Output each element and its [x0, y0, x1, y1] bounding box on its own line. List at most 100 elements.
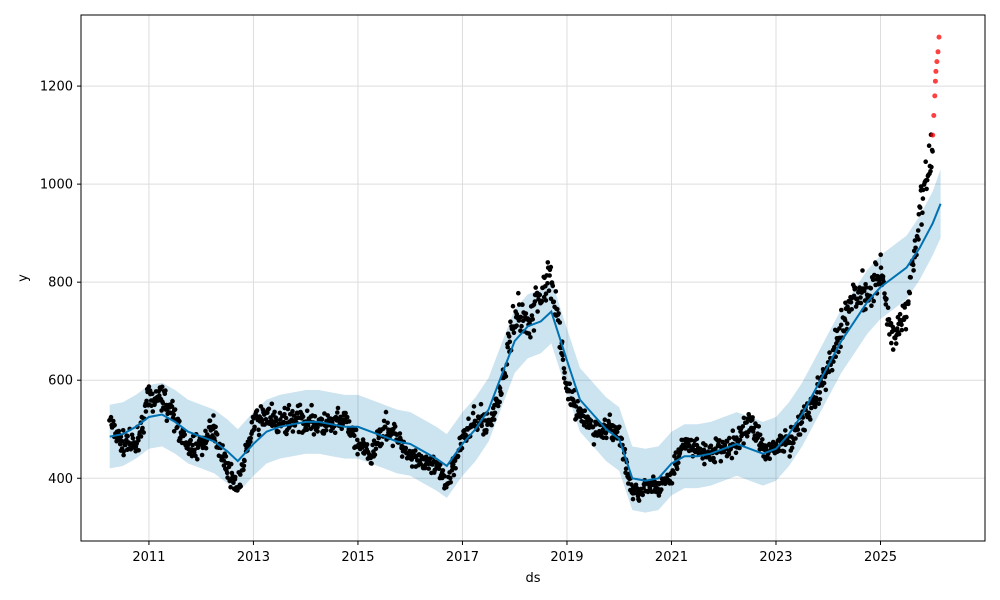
- observed-point: [290, 429, 296, 434]
- observed-point: [335, 405, 341, 411]
- observed-point: [195, 456, 200, 462]
- observed-point: [562, 370, 567, 375]
- y-tick-label: 1200: [40, 80, 73, 95]
- observed-point: [140, 425, 145, 431]
- observed-point: [129, 432, 135, 438]
- observed-point: [335, 410, 340, 415]
- observed-point: [673, 450, 679, 455]
- forecast-line: [109, 203, 942, 482]
- observed-point: [491, 417, 497, 422]
- observed-point: [528, 335, 533, 340]
- observed-point: [787, 454, 792, 459]
- observed-point: [397, 431, 403, 436]
- outlier-point: [931, 113, 937, 118]
- observed-point: [448, 480, 454, 485]
- observed-point: [422, 465, 428, 471]
- observed-point: [634, 486, 640, 491]
- observed-point: [376, 435, 382, 441]
- observed-point: [740, 424, 746, 429]
- observed-point: [533, 285, 538, 290]
- observed-point: [248, 435, 253, 441]
- observed-point: [130, 436, 136, 441]
- observed-point: [799, 420, 805, 425]
- observed-point: [845, 321, 850, 326]
- observed-point: [442, 473, 447, 479]
- observed-point: [913, 245, 918, 251]
- observed-point: [700, 456, 705, 461]
- observed-point: [360, 437, 366, 442]
- observed-point: [741, 441, 746, 446]
- observed-point: [545, 281, 550, 286]
- observed-point: [150, 409, 156, 414]
- observed-point: [878, 252, 883, 257]
- observed-point: [355, 451, 360, 457]
- observed-point: [694, 436, 700, 442]
- observed-point: [926, 143, 932, 148]
- observed-point: [548, 264, 554, 270]
- observed-point: [399, 454, 405, 459]
- observed-point: [858, 295, 863, 300]
- observed-point: [908, 275, 913, 280]
- observed-point: [829, 367, 835, 373]
- x-tick-label: 2013: [237, 550, 270, 565]
- observed-point: [744, 434, 750, 439]
- observed-point: [238, 472, 243, 477]
- observed-point: [373, 446, 379, 452]
- observed-point: [228, 484, 233, 490]
- observed-point: [514, 311, 520, 317]
- observed-point: [659, 487, 664, 492]
- observed-point: [702, 461, 707, 467]
- observed-point: [282, 412, 287, 417]
- observed-point: [492, 410, 498, 416]
- observed-point: [413, 448, 418, 453]
- observed-point: [890, 347, 896, 352]
- observed-point: [170, 398, 175, 404]
- observed-point: [838, 322, 844, 328]
- observed-point: [543, 298, 549, 303]
- observed-point: [520, 302, 525, 308]
- observed-point: [907, 290, 913, 296]
- observed-point: [392, 424, 398, 429]
- observed-point: [274, 418, 279, 424]
- observed-point: [199, 452, 205, 458]
- observed-point: [861, 288, 867, 294]
- observed-point: [623, 470, 628, 476]
- x-tick-label: 2021: [655, 550, 688, 565]
- observed-point: [188, 437, 193, 443]
- observed-point: [560, 357, 566, 363]
- observed-point: [532, 299, 538, 304]
- outlier-point: [930, 132, 936, 138]
- observed-point: [920, 196, 926, 201]
- x-tick-label: 2019: [550, 550, 583, 565]
- observed-point: [853, 285, 858, 291]
- y-tick-label: 800: [48, 276, 73, 291]
- x-tick-label: 2011: [132, 550, 165, 565]
- observed-point: [821, 380, 827, 386]
- observed-point: [223, 454, 229, 459]
- observed-point: [602, 417, 608, 423]
- observed-point: [508, 319, 513, 325]
- observed-point: [304, 427, 310, 433]
- observed-point: [479, 423, 485, 429]
- observed-point: [561, 366, 567, 371]
- observed-point: [281, 419, 287, 425]
- observed-point: [232, 474, 238, 480]
- observed-point: [409, 464, 415, 469]
- observed-point: [120, 439, 125, 444]
- observed-point: [300, 414, 306, 419]
- observed-point: [241, 463, 247, 469]
- observed-point: [120, 428, 126, 433]
- observed-point: [436, 466, 442, 472]
- observed-point: [750, 429, 756, 434]
- observed-point: [651, 474, 656, 480]
- observed-point: [734, 435, 739, 440]
- observed-point: [473, 419, 478, 424]
- outlier-point: [932, 78, 938, 84]
- observed-point: [516, 318, 522, 323]
- observed-point: [499, 391, 504, 397]
- observed-point: [478, 401, 484, 407]
- observed-point: [315, 425, 320, 430]
- observed-point: [894, 326, 900, 331]
- observed-point: [896, 331, 902, 337]
- observed-point: [121, 449, 126, 454]
